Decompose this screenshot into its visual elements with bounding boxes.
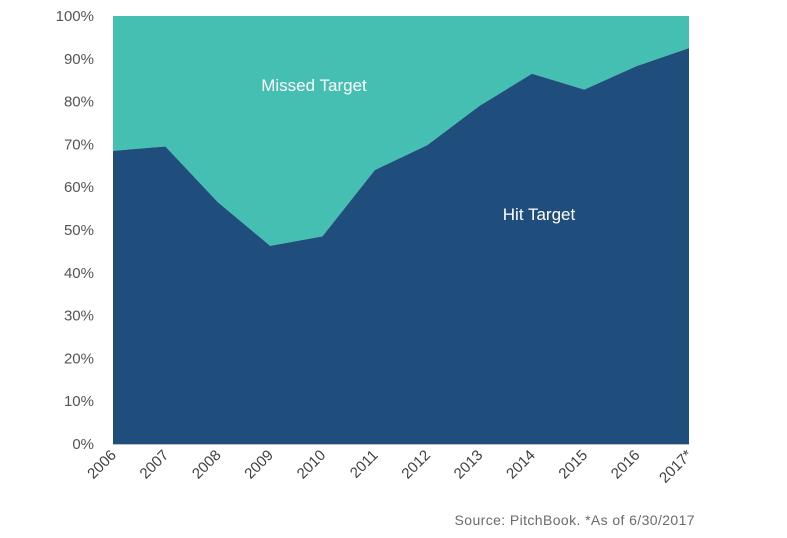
plot-area (113, 16, 689, 444)
y-tick-label: 60% (64, 179, 94, 196)
y-tick-label: 80% (64, 94, 94, 111)
x-tick-label: 2010 (294, 447, 330, 483)
y-tick-label: 90% (64, 51, 94, 68)
y-tick-label: 0% (72, 436, 94, 453)
y-axis: 0% 10% 20% 30% 40% 50% 60% 70% 80% 90% 100% (56, 8, 94, 453)
x-tick-label: 2016 (608, 447, 644, 483)
y-tick-label: 50% (64, 222, 94, 239)
y-tick-label: 40% (64, 265, 94, 282)
x-tick-label: 2013 (451, 447, 487, 483)
x-tick-label: 2014 (503, 447, 539, 483)
x-tick-label: 2009 (241, 447, 277, 483)
x-tick-label: 2007 (137, 447, 173, 483)
x-tick-label: 2011 (347, 447, 382, 482)
y-tick-label: 70% (64, 136, 94, 153)
y-tick-label: 100% (56, 8, 94, 25)
x-tick-label: 2015 (555, 447, 591, 483)
series-label-hit-target: Hit Target (503, 205, 576, 224)
y-tick-label: 10% (64, 393, 94, 410)
y-tick-label: 20% (64, 350, 94, 367)
x-tick-label: 2017* (656, 447, 696, 487)
y-tick-label: 30% (64, 308, 94, 325)
source-note: Source: PitchBook. *As of 6/30/2017 (455, 512, 695, 528)
x-tick-label: 2008 (189, 447, 225, 483)
stacked-area-chart: 0%10%20%30%40%50%60%70%80%90%100% 2006 20… (0, 0, 787, 538)
x-tick-label: 2012 (398, 447, 434, 483)
series-label-missed-target: Missed Target (261, 76, 367, 95)
x-axis: 2006 2007 2008 2009 2010 2011 2012 2013 2014 2015… (84, 445, 696, 487)
